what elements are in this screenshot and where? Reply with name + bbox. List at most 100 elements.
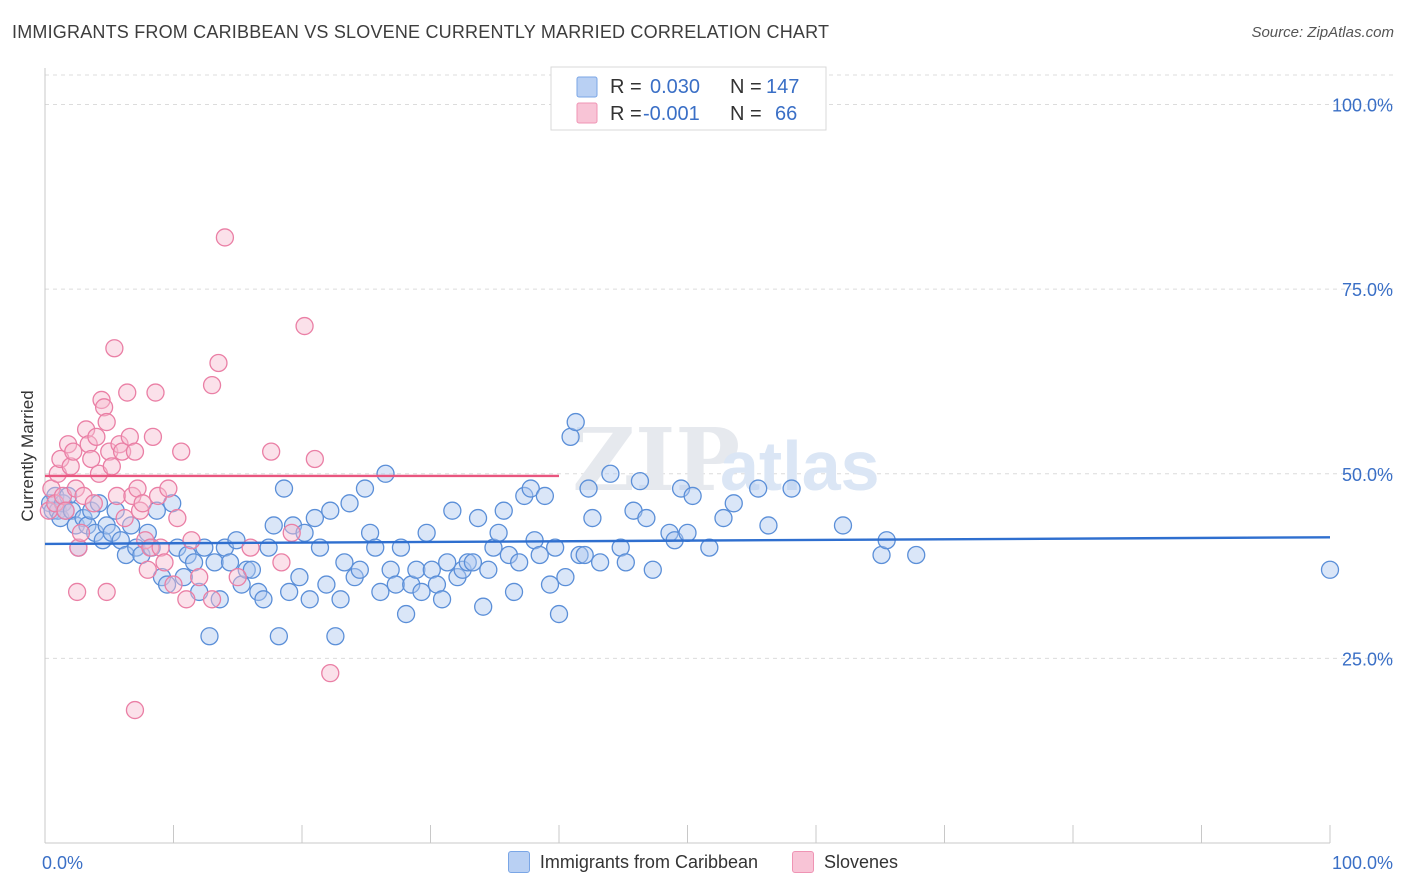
data-point (272, 553, 291, 572)
watermark-zip: ZIP (572, 410, 740, 511)
data-point (515, 486, 534, 506)
data-point (321, 501, 340, 520)
data-point (215, 228, 235, 247)
data-point (92, 390, 111, 410)
data-point (474, 597, 493, 616)
series-slovenes (39, 228, 340, 720)
data-point (164, 575, 183, 594)
data-point (295, 523, 314, 542)
legend-swatch-slovenes (576, 102, 598, 124)
data-point (590, 553, 610, 572)
data-point (355, 479, 375, 498)
data-point (376, 464, 395, 483)
data-point (386, 575, 405, 594)
data-point (489, 523, 508, 542)
data-point (125, 700, 145, 720)
data-point (89, 494, 109, 513)
data-point (545, 538, 565, 557)
data-point (391, 538, 411, 557)
data-point (112, 442, 132, 461)
data-point (97, 582, 116, 602)
data-point (155, 553, 174, 572)
data-point (210, 590, 229, 609)
data-point (172, 442, 191, 461)
x-tick-labels: 0.0% 100.0% (42, 853, 1393, 873)
data-point (71, 523, 91, 542)
data-point (643, 560, 662, 579)
y-tick-labels: 25.0% 50.0% 75.0% 100.0% (1332, 96, 1393, 670)
source-credit: Source: ZipAtlas.com (1251, 24, 1394, 41)
data-point (146, 383, 165, 402)
data-point (396, 604, 416, 624)
data-point (220, 553, 240, 572)
data-point (82, 501, 101, 520)
data-point (133, 494, 152, 513)
data-point (335, 553, 354, 572)
data-point (269, 627, 289, 646)
data-point (678, 523, 697, 542)
data-point (100, 442, 119, 461)
data-point (107, 486, 127, 506)
data-point (67, 582, 87, 602)
data-point (371, 582, 390, 602)
data-point (724, 494, 743, 513)
legend-item-slovenes[interactable]: Slovenes (792, 851, 898, 873)
data-point (535, 486, 555, 506)
data-point (125, 442, 145, 461)
data-point (331, 590, 350, 609)
data-point (205, 553, 224, 572)
data-point (504, 582, 524, 602)
data-point (279, 582, 299, 602)
data-point (340, 494, 359, 513)
data-point (463, 553, 483, 572)
data-point (510, 553, 529, 572)
y-tick-label: 100.0% (1332, 96, 1393, 116)
legend-item-caribbean[interactable]: Immigrants from Caribbean (507, 851, 758, 873)
legend-label-slovenes: Slovenes (824, 851, 899, 872)
legend-n-value-1: 147 (766, 76, 799, 98)
data-point (157, 575, 177, 594)
data-point (907, 545, 926, 565)
data-point (115, 508, 134, 528)
data-point (82, 449, 101, 469)
data-point (549, 604, 569, 624)
data-point (521, 479, 540, 498)
data-point (443, 501, 462, 520)
data-point (540, 575, 560, 594)
data-point (407, 560, 426, 579)
trend-line (44, 536, 1331, 546)
data-point (97, 412, 116, 432)
legend-n-value-2: 66 (775, 103, 797, 125)
legend-bottom: Immigrants from Caribbean Slovenes (0, 851, 1406, 873)
data-point (530, 545, 549, 565)
data-point (177, 590, 196, 609)
data-point (264, 516, 283, 535)
data-point (121, 516, 141, 535)
data-point (637, 508, 656, 528)
data-point (64, 442, 83, 461)
data-point (178, 545, 197, 565)
data-point (78, 516, 97, 535)
data-point (499, 545, 519, 565)
data-point (305, 508, 325, 528)
legend-r-value-2: -0.001 (643, 103, 700, 125)
data-point (227, 531, 246, 550)
data-point (61, 457, 80, 476)
data-point (168, 508, 187, 528)
legend-r-label-2: R = (610, 103, 642, 125)
data-point (190, 568, 209, 587)
data-point (148, 486, 168, 506)
data-point (79, 435, 98, 454)
trend-lines (44, 474, 1331, 546)
watermark-atlas: atlas (720, 427, 880, 505)
data-point (84, 494, 103, 513)
legend-swatch-pink (792, 851, 814, 873)
data-point (479, 560, 498, 579)
legend-r-value-1: 0.030 (650, 76, 700, 98)
data-point (326, 627, 345, 646)
legend-label-caribbean: Immigrants from Caribbean (539, 851, 758, 872)
data-point (262, 442, 281, 461)
data-point (566, 412, 585, 432)
data-point (69, 538, 88, 557)
